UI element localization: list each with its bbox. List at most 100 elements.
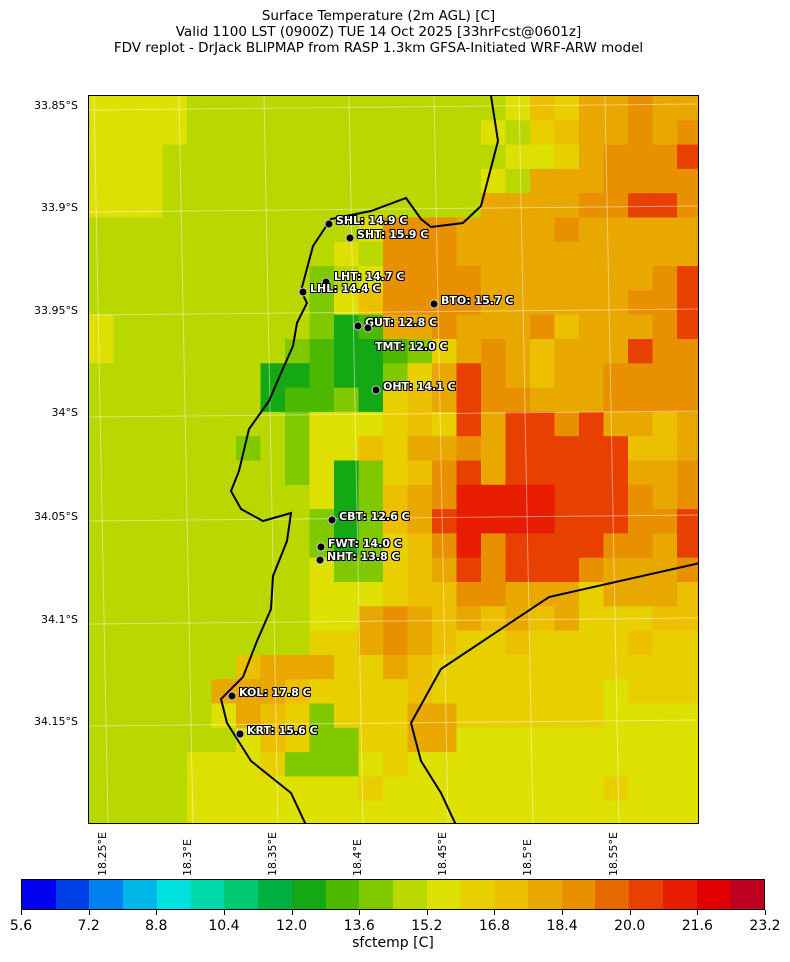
temperature-cell <box>187 168 213 194</box>
temperature-cell <box>530 314 556 340</box>
temperature-cell <box>603 679 629 705</box>
temperature-cell <box>334 436 360 462</box>
temperature-cell <box>211 217 237 243</box>
station-marker[interactable] <box>327 515 337 525</box>
temperature-cell <box>260 168 286 194</box>
station-marker[interactable] <box>227 691 237 701</box>
temperature-cell <box>187 217 213 243</box>
temperature-cell <box>309 290 335 316</box>
temperature-cell <box>628 241 654 267</box>
temperature-cell <box>579 752 605 777</box>
temperature-cell <box>309 606 335 632</box>
latitude-gridline <box>89 205 698 213</box>
temperature-cell <box>285 314 311 340</box>
temperature-map <box>88 95 699 824</box>
temperature-cell <box>138 727 164 753</box>
temperature-cell <box>554 96 580 121</box>
station-marker[interactable] <box>321 277 331 287</box>
station-label: SHL: 14.9 C <box>336 214 408 227</box>
temperature-cell <box>530 96 556 121</box>
temperature-cell <box>579 193 605 219</box>
temperature-cell <box>407 484 433 510</box>
colorbar-bin <box>224 880 259 909</box>
station-marker[interactable] <box>353 321 363 331</box>
colorbar-bin <box>528 880 562 909</box>
temperature-cell <box>334 484 360 510</box>
temperature-cell <box>554 436 580 462</box>
temperature-cell <box>456 727 482 753</box>
colorbar-tick-label: 20.0 <box>614 918 646 934</box>
temperature-cell <box>383 509 409 534</box>
temperature-cell <box>162 436 188 462</box>
colorbar-tick-mark <box>494 910 496 915</box>
colorbar-tick-mark <box>697 910 699 915</box>
temperature-cell <box>505 800 531 823</box>
temperature-cell <box>187 241 213 267</box>
temperature-cell <box>211 509 237 534</box>
temperature-cell <box>505 339 531 364</box>
temperature-cell <box>579 436 605 462</box>
temperature-cell <box>456 679 482 705</box>
temperature-cell <box>456 363 482 389</box>
temperature-cell <box>383 800 409 823</box>
temperature-cell <box>432 582 458 607</box>
temperature-cell <box>530 460 556 486</box>
temperature-cell <box>456 509 482 534</box>
colorbar-tick-mark <box>88 910 90 915</box>
temperature-cell <box>236 533 262 559</box>
temperature-cell <box>285 460 311 486</box>
latitude-gridline <box>89 719 698 727</box>
temperature-cell <box>383 144 409 170</box>
temperature-cell <box>603 654 629 680</box>
station-marker[interactable] <box>316 542 326 552</box>
temperature-cell <box>260 266 286 291</box>
temperature-cell <box>89 363 115 389</box>
station-marker[interactable] <box>345 233 355 243</box>
temperature-cell <box>603 96 629 121</box>
temperature-cell <box>334 654 360 680</box>
colorbar-bin <box>359 880 394 909</box>
station-marker[interactable] <box>324 219 334 229</box>
temperature-cell <box>113 557 139 583</box>
temperature-cell <box>530 776 556 802</box>
temperature-cell <box>432 144 458 170</box>
temperature-cell <box>677 460 698 486</box>
temperature-cell <box>432 606 458 632</box>
temperature-cell <box>358 217 384 243</box>
temperature-cell <box>211 193 237 219</box>
temperature-cell <box>383 241 409 267</box>
station-marker[interactable] <box>315 555 325 565</box>
temperature-cell <box>407 727 433 753</box>
temperature-cell <box>138 387 164 413</box>
temperature-cell <box>138 290 164 316</box>
temperature-cell <box>236 193 262 219</box>
temperature-cell <box>652 436 678 462</box>
temperature-cell <box>89 266 115 291</box>
temperature-cell <box>260 460 286 486</box>
temperature-cell <box>432 266 458 291</box>
temperature-cell <box>113 314 139 340</box>
temperature-cell <box>383 752 409 777</box>
temperature-cell <box>383 363 409 389</box>
temperature-cell <box>358 484 384 510</box>
temperature-cell <box>236 120 262 146</box>
station-marker[interactable] <box>429 299 439 309</box>
station-marker[interactable] <box>363 323 373 333</box>
temperature-cell <box>554 752 580 777</box>
temperature-cell <box>334 290 360 316</box>
temperature-cell <box>187 606 213 632</box>
station-marker[interactable] <box>298 287 308 297</box>
temperature-cell <box>383 436 409 462</box>
temperature-cell <box>603 266 629 291</box>
station-marker[interactable] <box>235 729 245 739</box>
temperature-cell <box>407 654 433 680</box>
temperature-cell <box>603 703 629 729</box>
station-marker[interactable] <box>371 385 381 395</box>
temperature-cell <box>481 193 507 219</box>
colorbar-tick-mark <box>562 910 564 915</box>
temperature-cell <box>677 509 698 534</box>
temperature-cell <box>138 460 164 486</box>
colorbar-tick-label: 13.6 <box>343 918 375 934</box>
temperature-cell <box>334 776 360 802</box>
temperature-cell <box>677 776 698 802</box>
